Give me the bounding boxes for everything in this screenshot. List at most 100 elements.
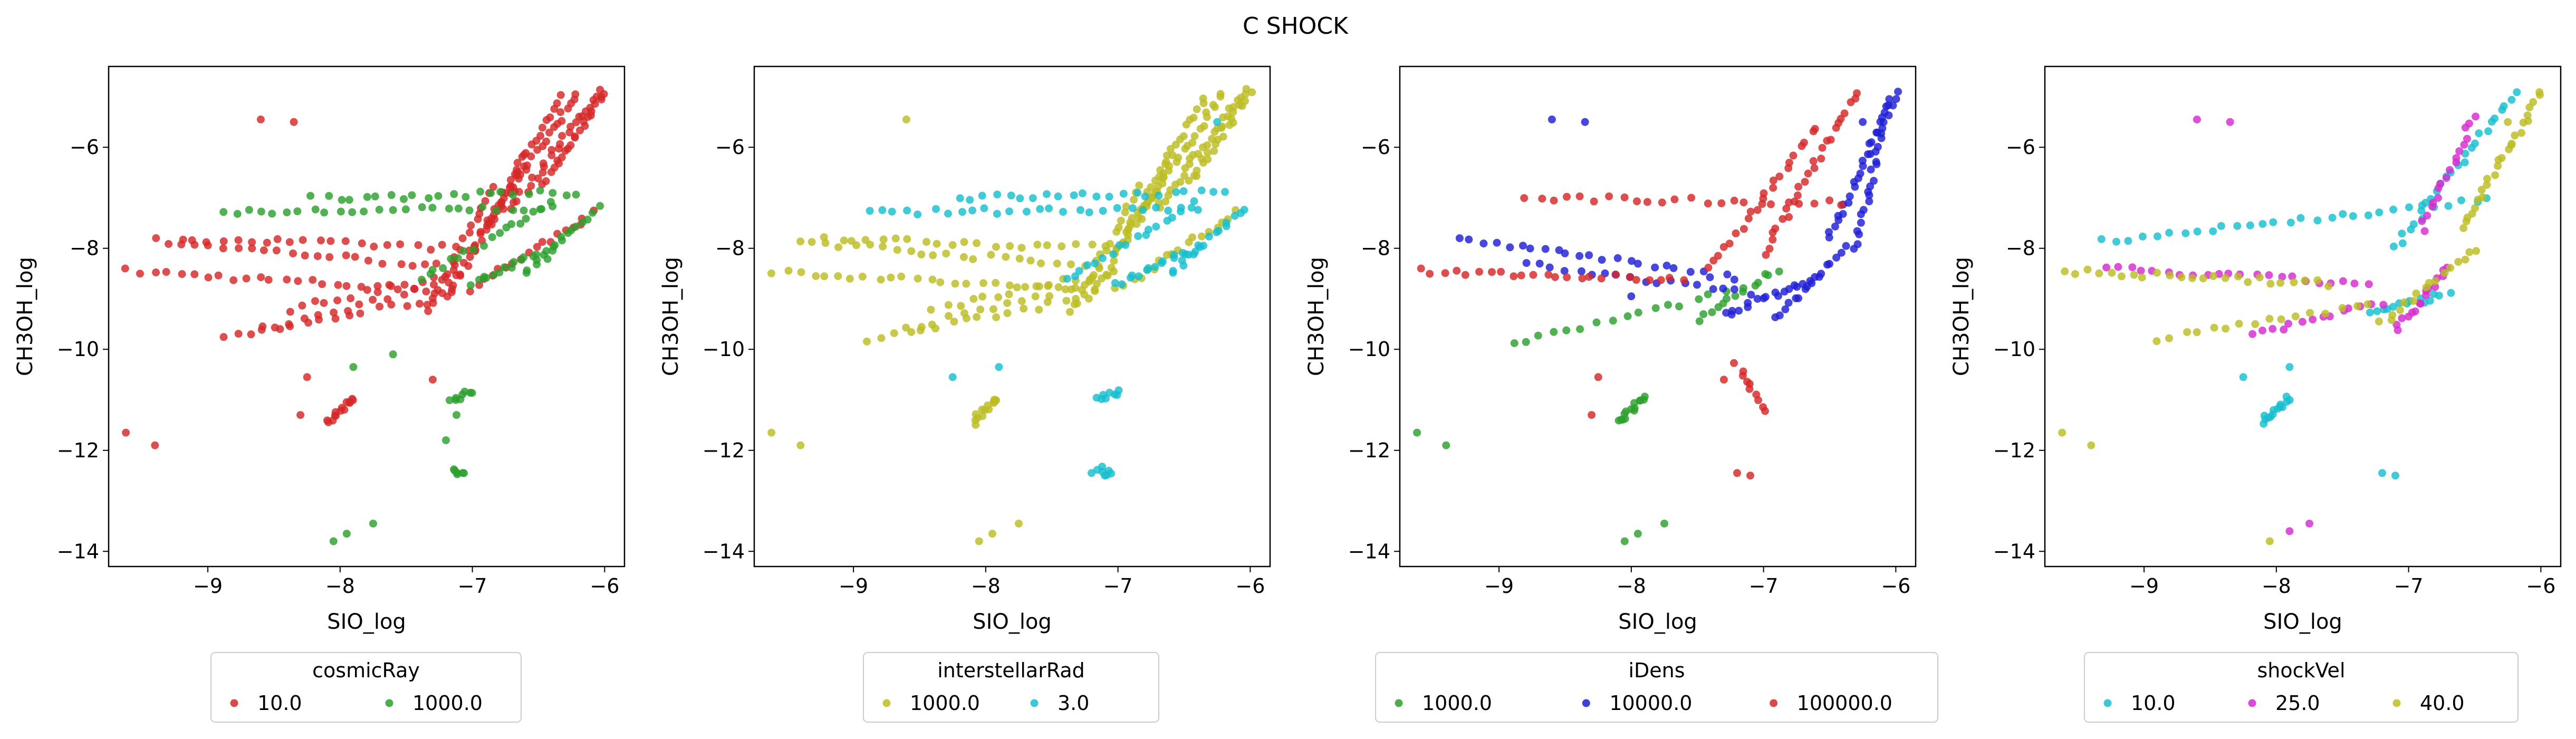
data-point	[1585, 251, 1593, 260]
data-point	[2411, 307, 2419, 315]
x-tick-label: −7	[1749, 574, 1779, 598]
data-point	[1853, 240, 1862, 248]
data-point	[285, 320, 293, 328]
data-point	[445, 396, 454, 405]
data-point	[2412, 289, 2420, 297]
data-point	[1894, 88, 1902, 96]
scatter-panel-3: −9 −8 −7 −6 −14 −12 −10 −8 −6 SIO_log CH3OH_log iDe…	[1304, 65, 1938, 723]
data-point	[1099, 207, 1107, 215]
data-point	[383, 241, 391, 249]
data-point	[1510, 339, 1518, 348]
data-point	[389, 350, 397, 359]
data-point	[797, 268, 805, 276]
data-point	[487, 189, 495, 197]
data-point	[2282, 392, 2291, 401]
data-point	[2071, 270, 2079, 278]
data-point	[1035, 282, 1043, 291]
data-point	[466, 389, 474, 397]
data-point	[978, 412, 987, 420]
figure-title: C SHOCK	[1243, 13, 1349, 40]
data-point	[2251, 320, 2260, 328]
data-point	[1857, 218, 1865, 227]
data-point	[1132, 220, 1141, 228]
data-point	[1128, 271, 1136, 280]
data-point	[1088, 241, 1097, 249]
data-point	[2431, 283, 2439, 291]
data-point	[1784, 299, 1793, 307]
data-point	[264, 276, 273, 284]
legend-label: 3.0	[1058, 692, 1089, 715]
data-point	[2265, 271, 2273, 280]
data-point	[538, 123, 546, 132]
data-point	[1037, 259, 1045, 267]
data-point	[1204, 155, 1212, 164]
data-point	[1817, 155, 1825, 163]
data-point	[1076, 206, 1084, 214]
data-point	[1164, 206, 1172, 215]
legend-marker	[1770, 699, 1778, 707]
data-point	[1782, 205, 1791, 213]
data-point	[834, 272, 842, 280]
data-point	[2284, 320, 2292, 328]
legend-label: 10000.0	[1609, 692, 1692, 715]
data-point	[1719, 376, 1728, 384]
data-point	[960, 309, 968, 318]
data-point	[1144, 226, 1152, 234]
data-point	[428, 376, 437, 384]
data-point	[1197, 232, 1206, 241]
data-point	[1651, 304, 1660, 312]
data-point	[1189, 250, 1198, 258]
series-100000.0	[1417, 89, 1861, 480]
data-point	[1632, 276, 1640, 284]
data-point	[496, 229, 504, 237]
data-point	[1071, 284, 1080, 292]
data-point	[1005, 290, 1013, 299]
data-point	[178, 270, 186, 278]
data-point	[989, 305, 997, 313]
data-point	[2398, 239, 2407, 247]
y-tick-label: −10	[1348, 338, 1390, 361]
data-point	[1106, 239, 1114, 248]
data-point	[1704, 290, 1712, 299]
data-point	[2114, 263, 2122, 271]
data-point	[1866, 182, 1875, 190]
data-point	[2199, 274, 2207, 283]
data-point	[1202, 108, 1210, 117]
data-point	[2209, 227, 2217, 235]
data-point	[944, 301, 953, 309]
data-point	[927, 305, 935, 314]
data-point	[1066, 260, 1075, 268]
data-point	[1200, 122, 1208, 130]
data-point	[369, 520, 377, 528]
data-point	[1695, 295, 1703, 303]
data-point	[1426, 270, 1434, 278]
data-point	[1810, 164, 1819, 172]
data-point	[389, 206, 397, 214]
data-point	[1686, 267, 1695, 276]
data-point	[1885, 95, 1893, 103]
x-tick-label: −8	[971, 574, 1001, 598]
data-point	[2507, 140, 2516, 148]
data-point	[2504, 118, 2512, 126]
data-point	[357, 283, 366, 291]
data-point	[1878, 124, 1887, 132]
data-point	[928, 275, 937, 284]
data-point	[1588, 411, 1596, 419]
data-point	[1794, 294, 1803, 302]
plot-frame	[753, 65, 1271, 568]
y-tick-label: −14	[1993, 540, 2035, 563]
data-point	[2379, 301, 2388, 309]
data-point	[509, 206, 517, 214]
x-tick-label: −7	[2394, 574, 2424, 598]
y-axis-label: CH3OH_log	[1949, 257, 1974, 376]
data-point	[993, 209, 1001, 218]
data-point	[2265, 537, 2274, 545]
data-point	[969, 295, 978, 303]
data-point	[1151, 263, 1159, 271]
data-point	[1023, 207, 1031, 216]
data-point	[1771, 224, 1780, 233]
data-point	[454, 254, 462, 262]
data-point	[907, 247, 916, 255]
data-point	[1817, 270, 1825, 278]
data-point	[449, 266, 458, 274]
